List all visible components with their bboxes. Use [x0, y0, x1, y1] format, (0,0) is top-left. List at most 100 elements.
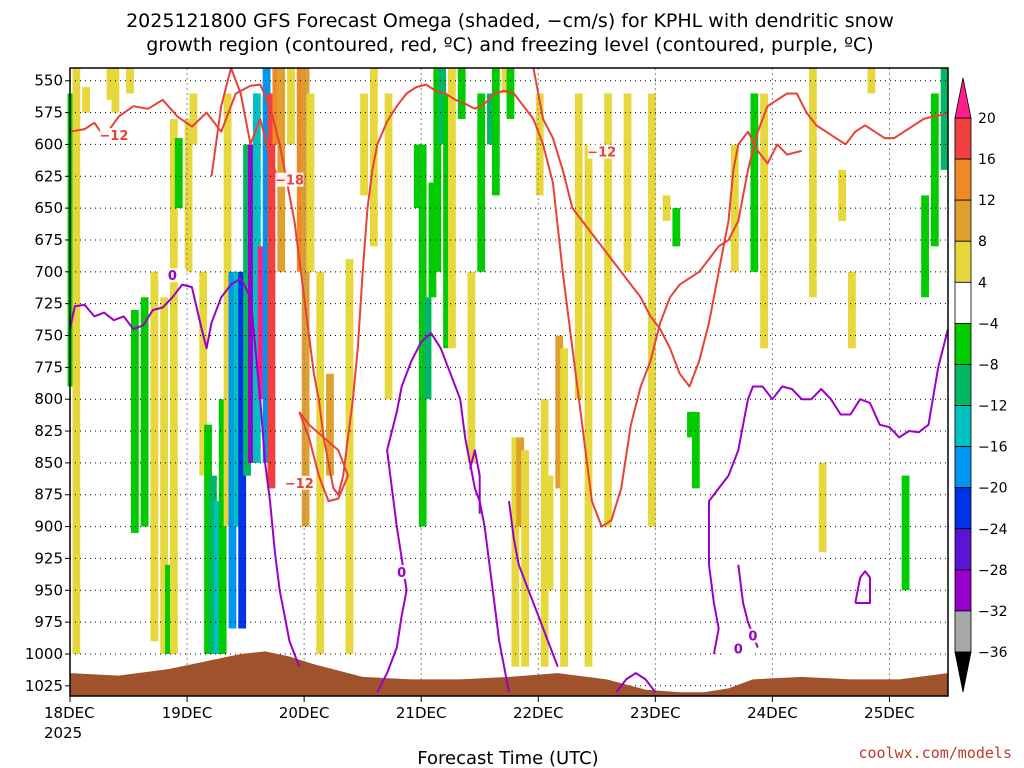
- omega-cell: [672, 208, 681, 247]
- omega-cell: [423, 297, 432, 400]
- omega-cell: [111, 68, 120, 113]
- red-contour-line: [532, 67, 802, 388]
- omega-cell: [584, 144, 593, 667]
- x-axis-label: Forecast Time (UTC): [417, 748, 598, 768]
- omega-cell: [443, 93, 451, 349]
- omega-cell: [491, 68, 500, 196]
- colorbar: 20 16 12 8 4 −4 −8 −12 −16 −20 −24 −28 −32 −36: [954, 77, 1008, 693]
- omega-cell: [921, 195, 929, 298]
- omega-cell: [326, 373, 334, 476]
- y-tick-label: 800: [34, 390, 63, 408]
- colorbar-swatch: [954, 199, 972, 242]
- omega-cell: [199, 271, 208, 476]
- omega-cell: [838, 169, 847, 221]
- y-tick-label: 900: [34, 518, 63, 536]
- y-tick-label: 725: [34, 295, 63, 313]
- dendritic-growth-contours: −12 −18 −12 −12: [69, 67, 949, 528]
- purple-contour-line: [69, 277, 301, 668]
- purple-contour-line: [376, 332, 510, 693]
- omega-cell: [204, 424, 212, 654]
- colorbar-label: −4: [978, 316, 999, 332]
- purple-contour-line: [854, 570, 871, 604]
- purple-contour-label: 0: [734, 642, 743, 657]
- colorbar-label: 20: [978, 111, 996, 127]
- y-tick-label: 625: [34, 167, 63, 185]
- colorbar-label: −12: [978, 399, 1008, 415]
- x-tick-label: 24DEC: [747, 704, 798, 722]
- omega-cell: [252, 93, 261, 463]
- omega-cell: [808, 68, 817, 298]
- omega-cell: [257, 246, 266, 400]
- colorbar-swatch: [954, 446, 972, 489]
- colorbar-label: 12: [978, 193, 996, 209]
- x-tick-label: 18DEC: [44, 704, 95, 722]
- plot-border: [69, 67, 949, 697]
- omega-cell: [457, 68, 466, 119]
- red-contour-line: [69, 83, 949, 528]
- omega-cell: [169, 118, 178, 654]
- omega-cell: [516, 437, 525, 527]
- terrain-fill: [70, 651, 948, 696]
- red-contour-label-bg: [587, 144, 616, 159]
- red-contour-label-bg: [99, 128, 128, 143]
- colorbar-swatch: [954, 281, 972, 324]
- omega-cell: [901, 475, 910, 591]
- colorbar-label: −36: [978, 645, 1008, 661]
- colorbar-swatch: [954, 364, 972, 406]
- omega-cell: [345, 259, 354, 654]
- x-tick-label: 21DEC: [396, 704, 447, 722]
- omega-cell: [477, 93, 486, 272]
- x-year-label: 2025: [44, 724, 82, 742]
- colorbar-label: −28: [978, 563, 1008, 579]
- omega-cell: [818, 462, 827, 553]
- colorbar-swatch: [954, 158, 972, 201]
- y-tick-label: 650: [34, 199, 63, 217]
- omega-cell: [448, 68, 456, 349]
- colorbar-label: 4: [978, 275, 987, 291]
- omega-cell: [174, 138, 183, 209]
- purple-contour-label-bg: [387, 564, 416, 579]
- purple-contour-label-bg: [738, 628, 767, 643]
- omega-cell: [72, 68, 81, 654]
- x-tick-label: 19DEC: [162, 704, 213, 722]
- omega-cell: [287, 68, 295, 145]
- x-tick-label: 25DEC: [864, 704, 915, 722]
- omega-cell: [150, 271, 159, 642]
- purple-contour-line: [615, 672, 657, 693]
- y-tick-label: 700: [34, 263, 63, 281]
- omega-cell: [433, 68, 442, 272]
- y-tick-label: 875: [34, 486, 63, 504]
- omega-cell: [760, 93, 769, 349]
- omega-cell: [555, 335, 564, 489]
- omega-cell: [940, 68, 949, 170]
- colorbar-swatch: [954, 405, 972, 448]
- omega-cell: [272, 68, 281, 145]
- colorbar-label: 8: [978, 234, 987, 250]
- y-tick-label: 1000: [25, 645, 63, 663]
- chart-title-line2: growth region (contoured, red, ºC) and f…: [146, 34, 873, 56]
- omega-cell: [306, 93, 315, 272]
- omega-cell: [301, 68, 310, 527]
- y-tick-label: 950: [34, 581, 63, 599]
- colorbar-label: −20: [978, 481, 1008, 497]
- colorbar-label: −24: [978, 522, 1008, 538]
- omega-cell: [623, 93, 632, 272]
- omega-cell: [438, 68, 447, 145]
- omega-cell: [189, 93, 198, 145]
- purple-contour-label: 0: [748, 630, 757, 645]
- y-tick-label: 675: [34, 231, 63, 249]
- omega-cell: [238, 271, 247, 629]
- omega-cell: [730, 144, 739, 272]
- x-tick-label: 20DEC: [279, 704, 330, 722]
- colorbar-label: 16: [978, 152, 996, 168]
- omega-cell: [262, 68, 271, 463]
- purple-contour-label-bg: [158, 268, 187, 283]
- omega-cell: [560, 348, 569, 667]
- y-tick-label: 775: [34, 358, 63, 376]
- colorbar-label: −8: [978, 357, 999, 373]
- red-contour-label: −12: [587, 146, 616, 161]
- colorbar-swatch: [954, 569, 972, 612]
- omega-cell: [213, 501, 222, 654]
